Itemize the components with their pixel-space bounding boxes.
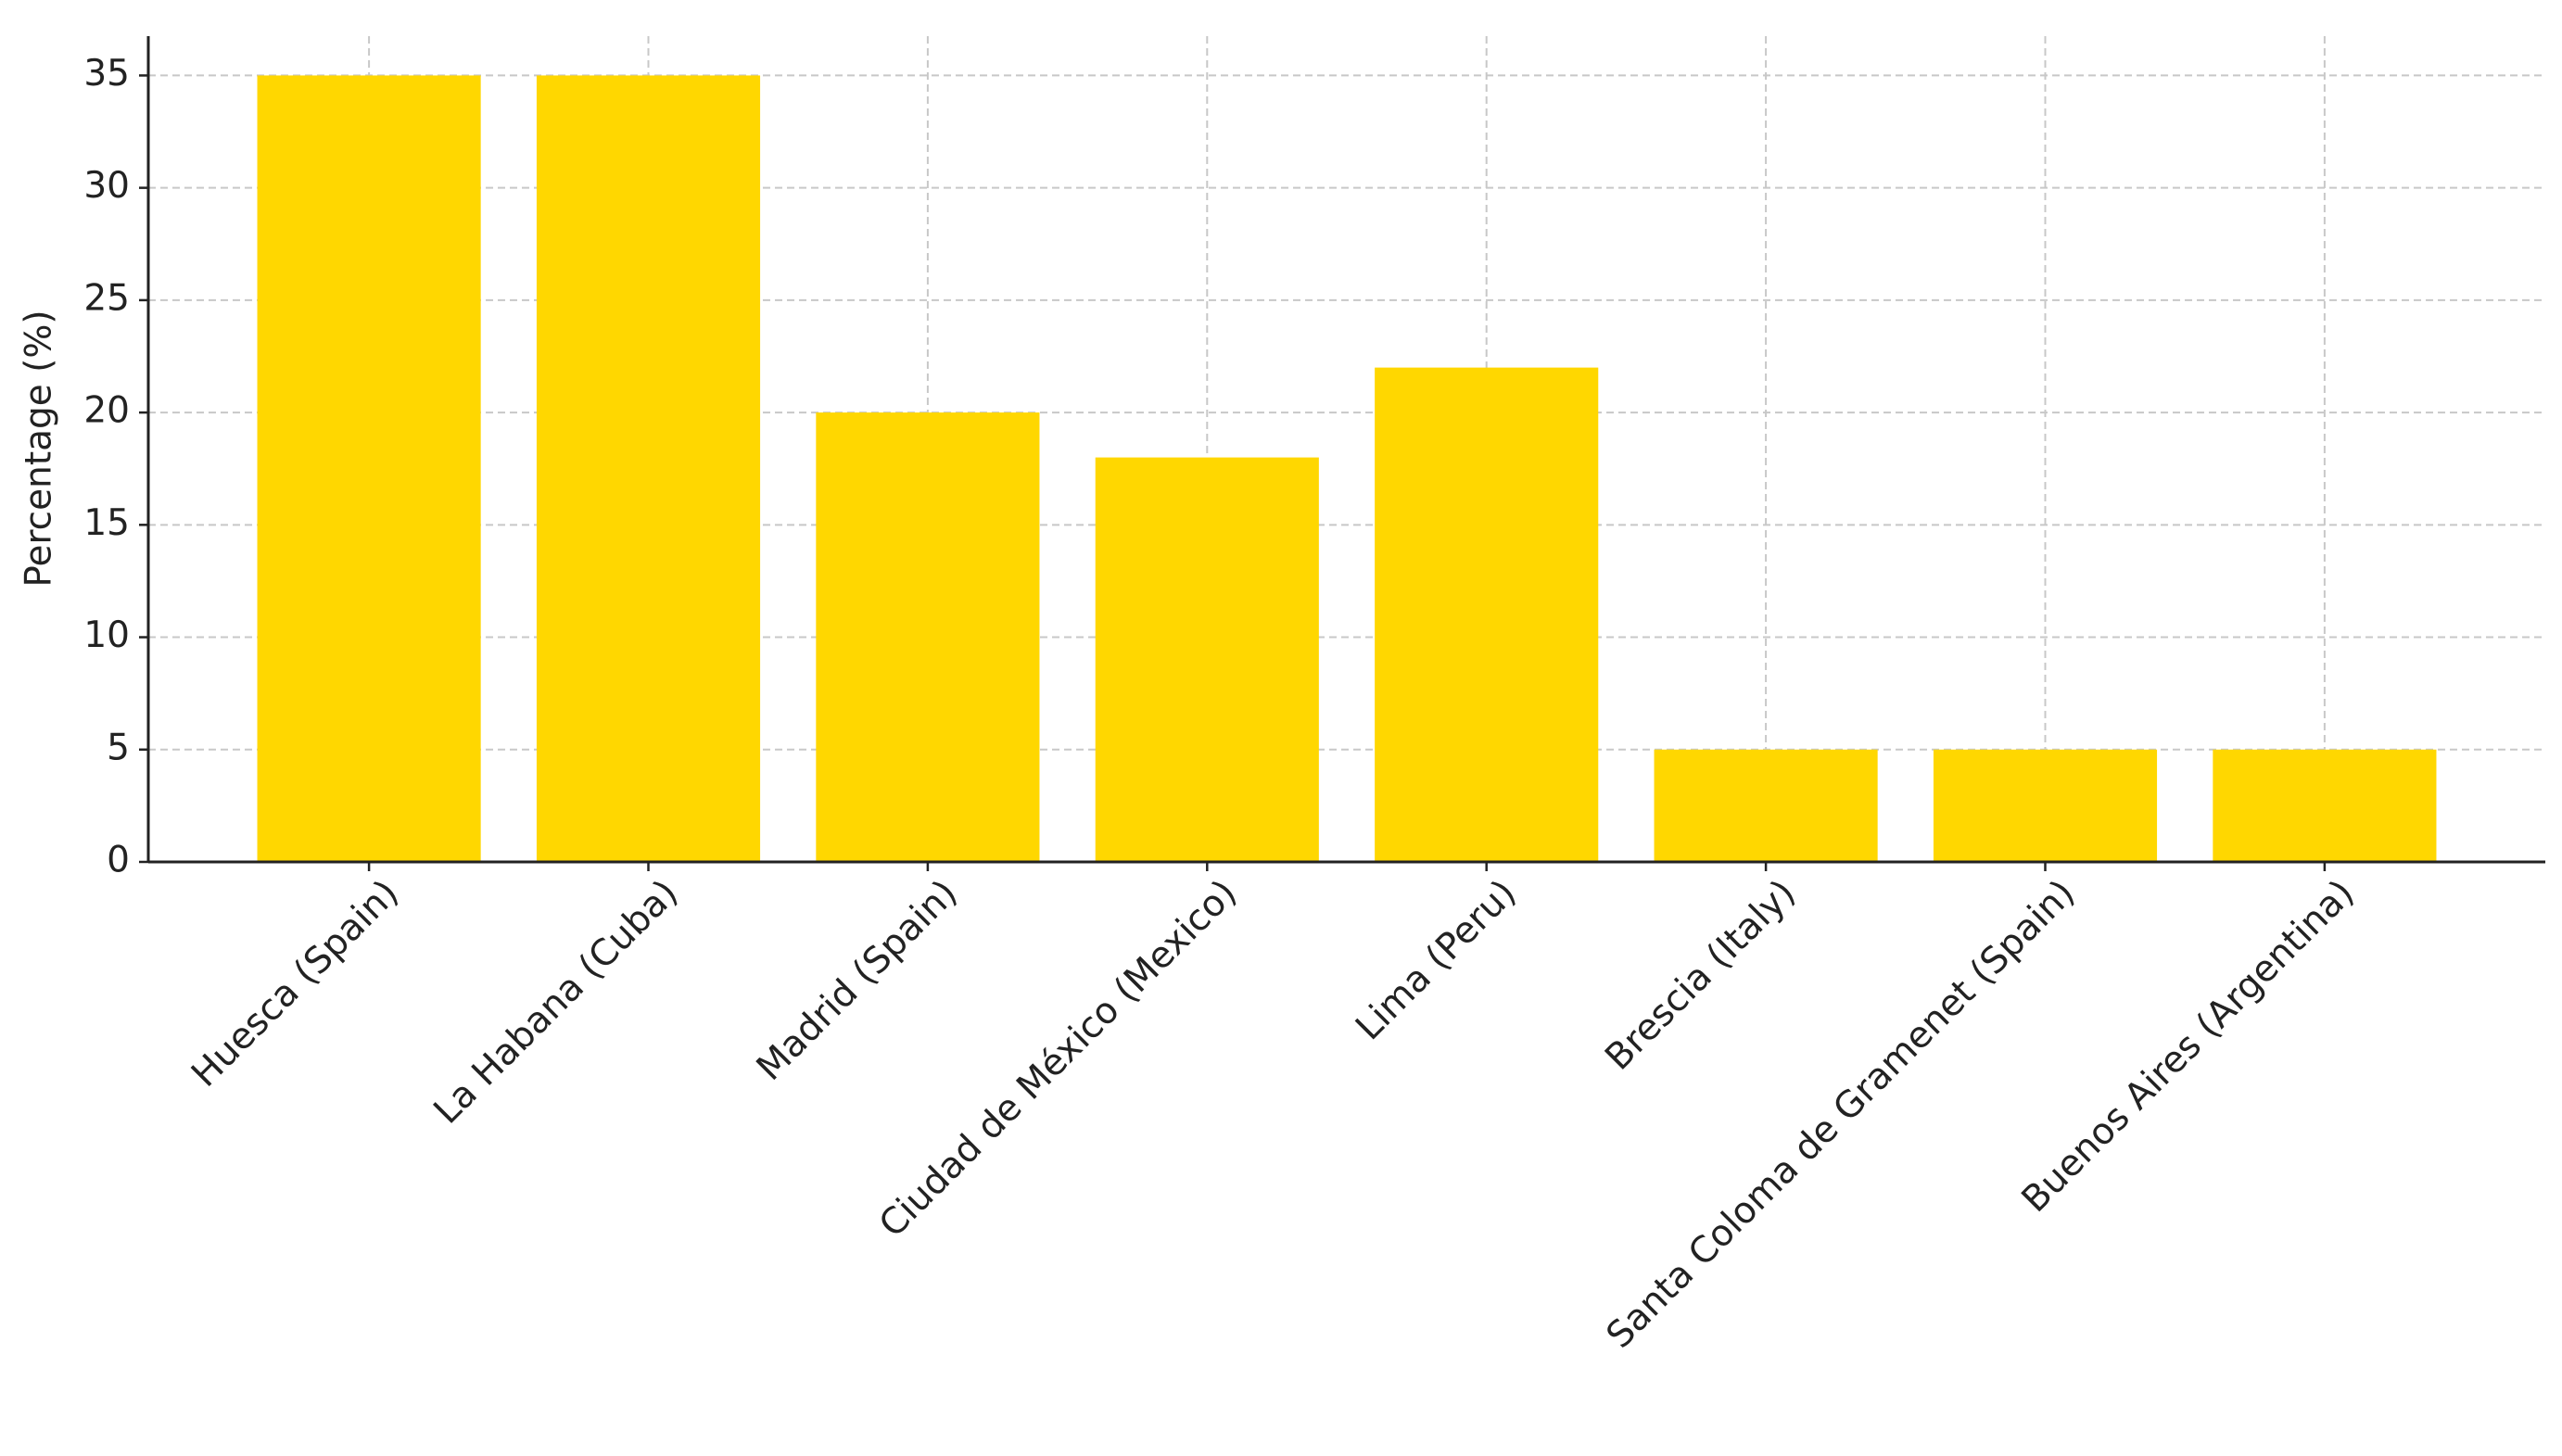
x-tick-label: Madrid (Spain) xyxy=(749,872,966,1089)
bar xyxy=(1095,457,1319,862)
y-tick-label: 5 xyxy=(107,727,130,768)
x-tick-label: La Habana (Cuba) xyxy=(426,872,687,1133)
bar xyxy=(257,75,481,862)
y-axis-label: Percentage (%) xyxy=(19,310,60,587)
bar xyxy=(1933,749,2158,862)
y-tick-label: 15 xyxy=(83,502,130,544)
y-tick-label: 30 xyxy=(83,165,130,207)
x-tick-label: Huesca (Spain) xyxy=(184,872,407,1095)
x-tick-label: Buenos Aires (Argentina) xyxy=(2014,872,2363,1221)
x-tick-label: Santa Coloma de Gramenet (Spain) xyxy=(1599,872,2084,1357)
y-tick-label: 25 xyxy=(83,277,130,319)
x-tick-label: Lima (Peru) xyxy=(1348,872,1524,1048)
y-tick-label: 20 xyxy=(83,390,130,432)
bar xyxy=(536,75,761,862)
y-tick-label: 35 xyxy=(83,53,130,95)
bar xyxy=(816,412,1040,862)
bar xyxy=(1654,749,1878,862)
bar xyxy=(2213,749,2437,862)
y-tick-label: 0 xyxy=(107,840,130,881)
y-tick-label: 10 xyxy=(83,614,130,656)
x-tick-label: Brescia (Italy) xyxy=(1597,872,1804,1079)
bar xyxy=(1375,367,1599,862)
